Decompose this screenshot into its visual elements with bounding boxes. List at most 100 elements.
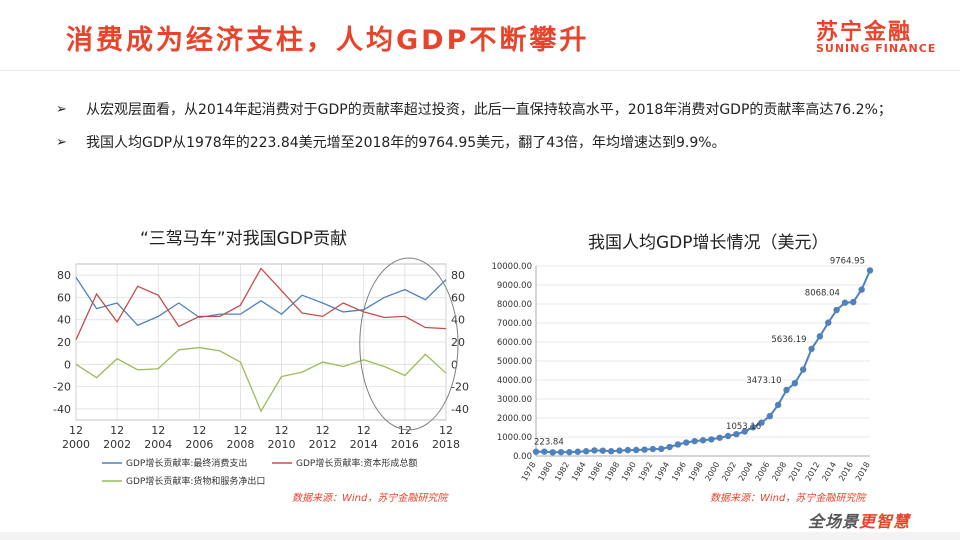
data-point [724, 432, 732, 440]
data-point [566, 448, 573, 456]
header-bar: 消费成为经济支柱，人均GDP不断攀升 苏宁金融 SUNING FINANCE [0, 0, 960, 71]
bullet-text: 我国人均GDP从1978年的223.84美元增至2018年的9764.95美元，… [86, 135, 726, 151]
y-tick: 8000.00 [497, 300, 532, 310]
x-tick: 2008 [770, 461, 788, 483]
data-point [633, 446, 640, 454]
x-tick-year: 2010 [268, 438, 296, 451]
data-label: 3473.10 [746, 376, 781, 386]
x-tick-month: 12 [316, 424, 330, 437]
logo-english: SUNING FINANCE [816, 42, 937, 55]
x-tick: 2010 [787, 461, 805, 483]
y-tick-right: 0 [451, 358, 458, 371]
x-tick-year: 2012 [309, 438, 337, 451]
data-point [541, 448, 548, 455]
y-tick: 9000.00 [497, 281, 532, 291]
slogan-part-a: 全场景 [808, 512, 860, 531]
right-chart-title: 我国人均GDP增长情况（美元） [588, 233, 829, 253]
slogan-part-b: 更智慧 [859, 512, 911, 531]
slogan: 全场景更智慧 [808, 508, 910, 532]
legend-label: GDP增长贡献率:资本形成总额 [296, 457, 417, 469]
y-tick-left: 20 [57, 336, 71, 349]
data-point [591, 447, 598, 454]
x-tick-month: 12 [357, 424, 371, 437]
data-point [549, 449, 556, 456]
x-tick-year: 2018 [432, 438, 460, 451]
x-tick: 2002 [720, 461, 738, 483]
data-point [858, 286, 865, 293]
logo-chinese: 苏宁金融 [816, 20, 913, 45]
data-point [866, 267, 874, 274]
legend-label: GDP增长贡献率:最终消费支出 [126, 457, 247, 469]
x-tick-month: 12 [69, 424, 83, 437]
data-point [649, 445, 657, 453]
x-tick: 1982 [553, 461, 571, 483]
data-point [741, 428, 748, 435]
y-tick-right: 80 [451, 269, 465, 282]
data-point [833, 306, 840, 314]
x-tick-year: 2014 [350, 438, 378, 451]
x-tick: 2000 [703, 461, 721, 483]
y-tick-right: 40 [451, 314, 465, 327]
data-point [816, 333, 824, 340]
y-tick: 7000.00 [497, 319, 532, 329]
data-point [808, 345, 815, 353]
x-tick-month: 12 [151, 424, 165, 437]
data-point [699, 437, 707, 444]
x-tick-month: 12 [192, 424, 206, 437]
x-tick-year: 2008 [226, 438, 254, 451]
x-tick-month: 12 [398, 424, 412, 437]
x-tick-month: 12 [275, 424, 289, 437]
data-point [791, 379, 799, 387]
data-point [683, 439, 690, 446]
data-point [658, 445, 665, 453]
data-label: 1053.16 [726, 422, 761, 432]
y-tick: 10000.00 [491, 262, 532, 272]
legend-label: GDP增长贡献率:货物和服务净出口 [126, 475, 265, 487]
left-chart-title: “三驾马车”对我国GDP贡献 [140, 229, 348, 249]
data-point [716, 434, 723, 441]
series-line [75, 267, 447, 341]
data-point [841, 299, 849, 306]
bottom-strip [0, 532, 960, 540]
data-point [674, 441, 682, 448]
y-tick: 0.00 [513, 452, 532, 462]
arrow-bullet-icon: ➢ [56, 135, 67, 150]
x-tick-year: 2000 [62, 438, 90, 451]
y-tick-left: 80 [57, 269, 71, 282]
arrow-bullet-icon: ➢ [56, 102, 67, 117]
x-tick-year: 2016 [391, 438, 419, 451]
x-tick-year: 2002 [103, 438, 131, 451]
data-point [666, 443, 673, 451]
data-point [825, 319, 832, 326]
data-point [758, 419, 765, 426]
bullet-list: ➢ 从宏观层面看，从2014年起消费对于GDP的贡献率超过投资，此后一直保持较高… [56, 98, 916, 164]
data-point [749, 424, 757, 431]
x-tick-month: 12 [233, 424, 247, 437]
data-point [557, 448, 565, 456]
x-tick-year: 2004 [144, 438, 172, 451]
x-tick: 1998 [687, 461, 705, 483]
y-tick-left: 40 [57, 314, 71, 327]
y-tick-left: 60 [57, 291, 71, 304]
data-point [774, 401, 782, 409]
page-title: 消费成为经济支柱，人均GDP不断攀升 [66, 25, 590, 56]
y-tick: 6000.00 [497, 338, 532, 348]
data-point [783, 386, 790, 394]
bullet-item: ➢ 从宏观层面看，从2014年起消费对于GDP的贡献率超过投资，此后一直保持较高… [56, 98, 916, 122]
data-point [800, 366, 807, 373]
y-tick: 1000.00 [497, 433, 532, 443]
right-chart-source: 数据来源：Wind，苏宁金融研究院 [710, 493, 866, 504]
series-line [75, 277, 447, 327]
y-tick-right: -20 [451, 381, 469, 394]
y-tick-left: -20 [53, 381, 71, 394]
gdp-per-capita-chart: 10000.00 9000.00 8000.00 7000.00 6000.00 5000… [491, 256, 874, 483]
x-tick-month: 12 [110, 424, 124, 437]
data-point [733, 430, 740, 438]
y-tick: 5000.00 [497, 357, 532, 367]
x-tick: 2016 [837, 461, 855, 483]
data-label: 8068.04 [805, 289, 840, 299]
data-point [574, 448, 581, 455]
data-label: 9764.95 [830, 256, 865, 266]
data-point [607, 448, 615, 455]
y-tick-left: 0 [64, 358, 71, 371]
